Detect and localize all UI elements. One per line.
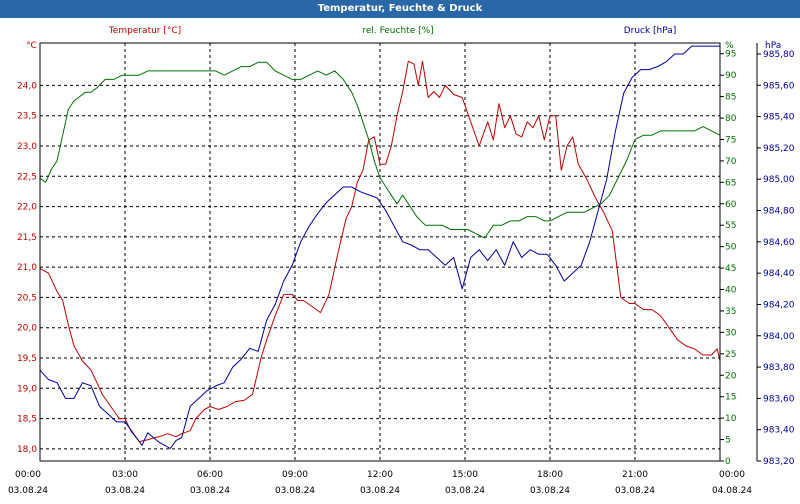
pressure-tick-label: 984,40 (763, 269, 795, 279)
series-line-pressure (39, 45, 720, 449)
series-group (39, 45, 721, 449)
humidity-tick-label: 80 (725, 114, 737, 124)
temperature-unit-label: °C (26, 41, 37, 51)
x-tick-time: 06:00 (197, 470, 223, 480)
x-tick-time: 15:00 (452, 470, 478, 480)
x-tick-time: 00:00 (15, 470, 41, 480)
x-tick-date: 03.08.24 (105, 486, 145, 496)
humidity-tick-label: 65 (725, 178, 736, 188)
humidity-tick-label: 50 (725, 243, 737, 253)
grid (40, 43, 720, 461)
temperature-tick-label: 23,0 (17, 142, 37, 152)
temperature-tick-label: 19,0 (17, 384, 37, 394)
humidity-tick-label: 30 (725, 328, 737, 338)
series-line-humidity (39, 61, 721, 239)
temperature-tick-label: 20,0 (17, 324, 37, 334)
temperature-tick-label: 23,5 (17, 112, 37, 122)
pressure-unit-label: hPa (765, 41, 781, 51)
pressure-tick-label: 984,00 (763, 332, 795, 342)
humidity-tick-label: 40 (725, 286, 737, 296)
pressure-tick-label: 984,80 (763, 207, 795, 217)
plot-frame (39, 42, 758, 462)
humidity-tick-label: 45 (725, 264, 736, 274)
pressure-tick-label: 983,20 (763, 457, 795, 467)
humidity-tick-label: 0 (725, 457, 731, 467)
humidity-tick-label: 95 (725, 50, 736, 60)
x-tick-date: 03.08.24 (445, 486, 485, 496)
humidity-tick-label: 70 (725, 157, 737, 167)
temperature-tick-label: 21,0 (17, 263, 37, 273)
humidity-tick-label: 5 (725, 436, 731, 446)
temperature-axis-title: Temperatur [°C] (108, 26, 181, 36)
plot-border (39, 42, 721, 462)
humidity-tick-label: 75 (725, 135, 736, 145)
x-tick-date: 03.08.24 (190, 486, 230, 496)
temperature-tick-label: 21,5 (17, 233, 37, 243)
pressure-tick-label: 985,80 (763, 50, 795, 60)
temperature-tick-label: 18,0 (17, 445, 37, 455)
x-tick-date: 03.08.24 (275, 486, 315, 496)
x-tick-time: 09:00 (282, 470, 308, 480)
pressure-tick-label: 983,60 (763, 394, 795, 404)
pressure-axis-title: Druck [hPa] (624, 26, 677, 36)
pressure-tick-label: 984,20 (763, 300, 795, 310)
humidity-tick-label: 20 (725, 371, 737, 381)
humidity-tick-label: 55 (725, 221, 736, 231)
chart-area: 00:00 03.08.24 03:00 03.08.24 06:00 03.08.24 0… (0, 18, 800, 500)
humidity-tick-label: 35 (725, 307, 736, 317)
temperature-tick-label: 22,5 (17, 172, 37, 182)
pressure-tick-label: 983,40 (763, 426, 795, 436)
window-title: Temperatur, Feuchte & Druck (0, 0, 800, 18)
temperature-tick-label: 20,5 (17, 293, 37, 303)
x-tick-time: 03:00 (112, 470, 138, 480)
pressure-tick-label: 983,80 (763, 363, 795, 373)
humidity-tick-label: 25 (725, 350, 736, 360)
x-tick-date: 03.08.24 (8, 486, 48, 496)
humidity-unit-label: % (725, 41, 734, 51)
chart-svg: 00:00 03.08.24 03:00 03.08.24 06:00 03.08.24 0… (8, 26, 795, 496)
x-tick-date: 04.08.24 (712, 486, 752, 496)
temperature-tick-label: 22,0 (17, 203, 37, 213)
axis-titles: °C Temperatur [°C] rel. Feuchte [%] Druc… (26, 26, 781, 51)
pressure-tick-label: 985,40 (763, 113, 795, 123)
axes: 00:00 03.08.24 03:00 03.08.24 06:00 03.08.24 0… (8, 50, 795, 496)
series-line-temperature (39, 60, 721, 443)
humidity-tick-label: 15 (725, 393, 736, 403)
humidity-tick-label: 90 (725, 71, 737, 81)
pressure-tick-label: 985,00 (763, 175, 795, 185)
pressure-tick-label: 984,60 (763, 238, 795, 248)
temperature-tick-label: 24,0 (17, 81, 37, 91)
pressure-tick-label: 985,60 (763, 81, 795, 91)
humidity-tick-label: 85 (725, 93, 736, 103)
pressure-tick-label: 985,20 (763, 144, 795, 154)
x-tick-time: 00:00 (719, 470, 745, 480)
x-tick-date: 03.08.24 (360, 486, 400, 496)
x-tick-time: 21:00 (622, 470, 648, 480)
temperature-tick-label: 19,5 (17, 354, 37, 364)
x-tick-time: 12:00 (367, 470, 393, 480)
humidity-tick-label: 10 (725, 414, 737, 424)
humidity-axis-title: rel. Feuchte [%] (362, 26, 433, 36)
x-tick-time: 18:00 (537, 470, 563, 480)
temperature-tick-label: 18,5 (17, 415, 37, 425)
x-tick-date: 03.08.24 (530, 486, 570, 496)
humidity-tick-label: 60 (725, 200, 737, 210)
x-tick-date: 03.08.24 (615, 486, 655, 496)
